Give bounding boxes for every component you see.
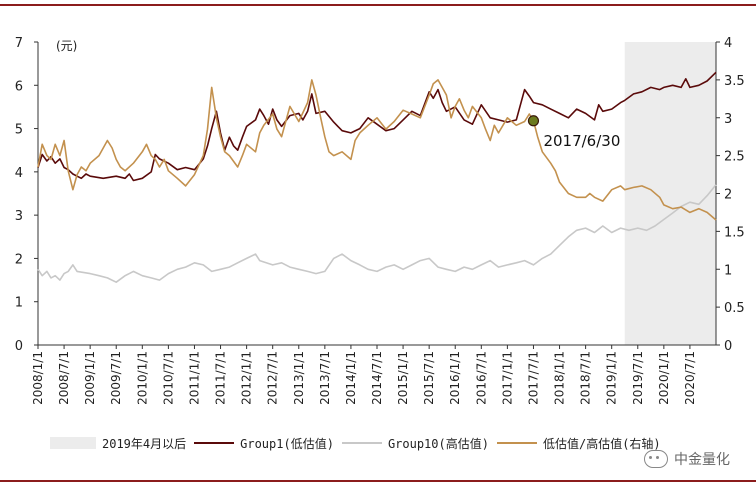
x-tick-label: 2019/1/1 (605, 351, 619, 405)
legend-item-shaded: 2019年4月以后 (50, 435, 186, 452)
legend-item-ratio: 低估值/高估值(右轴) (496, 435, 661, 452)
x-tick-label: 2008/1/1 (31, 351, 45, 405)
x-tick-label: 2018/1/1 (553, 351, 567, 405)
x-tick-label: 2016/7/1 (474, 351, 488, 405)
bottom-rule (0, 480, 756, 482)
legend-item-group10: Group10(高估值) (341, 435, 489, 452)
x-tick-label: 2015/1/1 (396, 351, 410, 405)
annotation-marker (527, 115, 540, 127)
x-tick-label: 2012/1/1 (240, 351, 254, 405)
legend-label-group10: Group10(高估值) (387, 436, 489, 451)
y-left-tick-label: 7 (15, 36, 23, 51)
x-tick-label: 2014/1/1 (344, 351, 358, 405)
legend-label-group1: Group1(低估值) (240, 436, 334, 451)
x-tick-label: 2019/7/1 (631, 351, 645, 405)
watermark-text: 中金量化 (674, 452, 730, 468)
legend-swatch-group10 (341, 442, 382, 444)
wechat-icon (644, 450, 668, 468)
shaded-region (624, 42, 716, 345)
y-right-tick-label: 2 (724, 188, 732, 203)
y-left-tick-label: 5 (15, 123, 23, 138)
x-tick-label: 2015/7/1 (422, 351, 436, 405)
x-tick-label: 2017/7/1 (526, 351, 540, 405)
y-right-tick-label: 0.5 (724, 301, 745, 316)
annotation-label: 2017/6/30 (543, 132, 620, 150)
watermark: 中金量化 (644, 449, 730, 469)
x-tick-label: 2011/7/1 (214, 351, 228, 405)
x-tick-label: 2014/7/1 (370, 351, 384, 405)
x-tick-label: 2010/7/1 (161, 351, 175, 405)
y-left-tick-label: 0 (15, 339, 23, 354)
y-unit-label: (元) (56, 39, 78, 53)
series-line (37, 184, 717, 283)
x-tick-label: 2020/1/1 (657, 351, 671, 405)
legend-label-ratio: 低估值/高估值(右轴) (542, 436, 661, 451)
y-left-tick-label: 4 (15, 166, 23, 181)
y-left-tick-label: 6 (15, 79, 23, 94)
x-tick-label: 2008/7/1 (57, 351, 71, 405)
x-tick-label: 2018/7/1 (579, 351, 593, 405)
x-tick-label: 2013/1/1 (292, 351, 306, 405)
y-right-tick-label: 3 (724, 112, 732, 127)
y-left-tick-label: 2 (15, 252, 23, 267)
legend-label-shaded: 2019年4月以后 (102, 436, 187, 451)
y-right-tick-label: 1 (724, 263, 732, 278)
x-tick-label: 2017/1/1 (500, 351, 514, 405)
x-tick-label: 2020/7/1 (683, 351, 697, 405)
top-rule (0, 4, 756, 6)
x-tick-label: 2009/7/1 (109, 351, 123, 405)
x-tick-label: 2011/1/1 (187, 351, 201, 405)
legend-swatch-ratio (496, 442, 537, 444)
x-tick-label: 2009/1/1 (83, 351, 97, 405)
x-tick-label: 2010/1/1 (135, 351, 149, 405)
y-left-tick-label: 1 (15, 296, 23, 311)
y-left-tick-label: 3 (15, 209, 23, 224)
y-right-tick-label: 4 (724, 36, 732, 51)
y-right-tick-label: 0 (724, 339, 732, 354)
chart-legend: 2019年4月以后 Group1(低估值) Group10(高估值) 低估值/高… (50, 433, 661, 453)
legend-swatch-shaded (50, 437, 96, 449)
y-right-tick-label: 2.5 (724, 150, 745, 165)
legend-swatch-group1 (194, 442, 235, 444)
series-line (37, 79, 717, 221)
series-line (37, 71, 717, 182)
y-right-tick-label: 3.5 (724, 74, 745, 89)
x-tick-label: 2012/7/1 (266, 351, 280, 405)
x-tick-label: 2016/1/1 (448, 351, 462, 405)
y-right-tick-label: 1.5 (724, 225, 745, 240)
x-tick-label: 2013/7/1 (318, 351, 332, 405)
legend-item-group1: Group1(低估值) (194, 435, 334, 452)
